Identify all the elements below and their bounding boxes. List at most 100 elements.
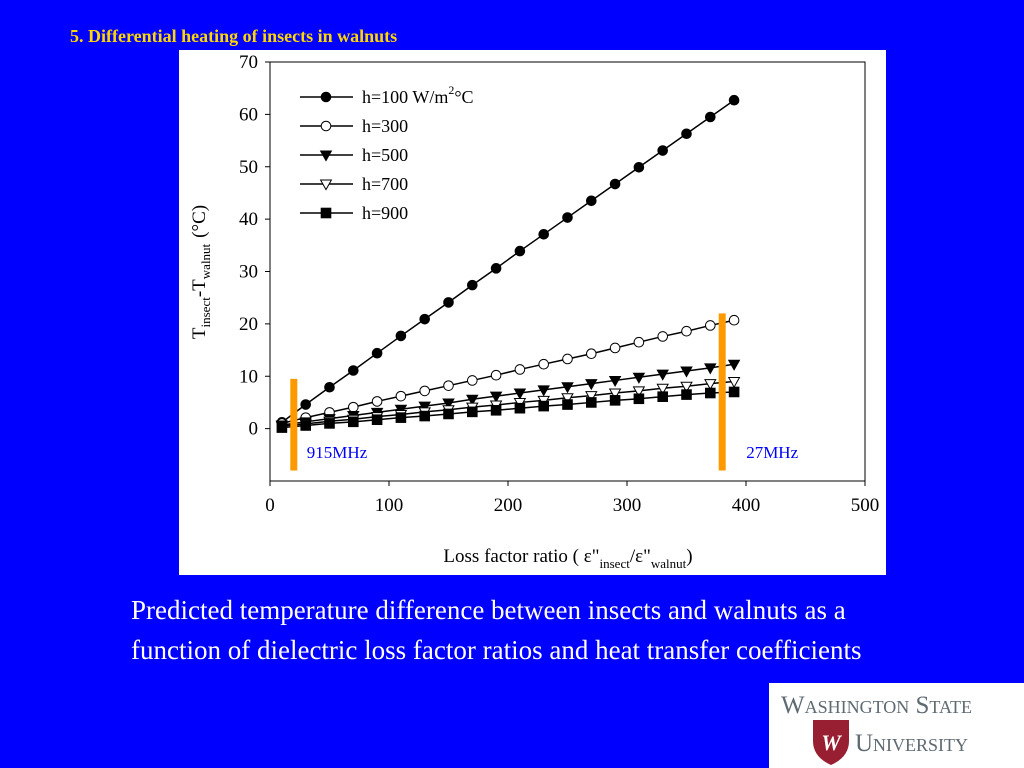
svg-text:W: W [821, 730, 842, 755]
data-point [728, 386, 740, 398]
data-point [681, 325, 692, 337]
legend-label: h=900 [362, 203, 408, 223]
data-point [395, 390, 407, 402]
data-point [514, 364, 526, 375]
series-1 [276, 94, 740, 428]
data-point [728, 94, 740, 106]
data-point [466, 394, 479, 406]
data-point [537, 385, 550, 397]
data-point [443, 297, 454, 308]
y-tick-label: 30 [239, 262, 258, 283]
x-tick-label: 500 [851, 495, 880, 516]
frequency-label: 27MHz [746, 443, 798, 462]
logo-svg: Washington State W University [781, 692, 972, 765]
legend-label-main: h=100 W/m [362, 87, 448, 107]
legend-entry: h=300 [300, 116, 408, 136]
legend-label: h=700 [362, 174, 408, 194]
x-tick-label: 200 [494, 495, 523, 516]
data-point [656, 369, 669, 381]
data-point [609, 395, 621, 406]
university-logo: Washington State W University [769, 683, 1024, 768]
data-point [657, 331, 669, 342]
data-point [538, 400, 549, 412]
data-point [467, 406, 478, 418]
legend-entry: h=500 [300, 145, 408, 165]
data-point [371, 414, 383, 426]
frequency-marker-bar [290, 378, 298, 471]
slide-caption: Predicted temperature difference between… [131, 595, 862, 665]
chart-panel: 0 10 20 30 40 50 60 70 0 100 200 300 400 500 915MHz 2… [179, 50, 886, 575]
data-point [705, 387, 716, 399]
slide-title: 5. Differential heating of insects in wa… [70, 26, 398, 46]
data-point [656, 383, 669, 395]
data-point [324, 418, 335, 429]
data-point [633, 393, 645, 405]
data-point [608, 375, 622, 388]
legend-entry: h=900 [300, 203, 408, 223]
data-point [727, 359, 741, 371]
series-group [275, 94, 741, 433]
data-point [324, 381, 335, 393]
legend-marker [320, 91, 332, 103]
data-point [443, 380, 454, 391]
frequency-marker-bar [718, 313, 726, 471]
data-point [681, 128, 692, 140]
data-point [276, 422, 288, 433]
data-point [538, 229, 550, 240]
data-point [680, 381, 693, 393]
data-point [704, 363, 717, 375]
data-point [371, 396, 383, 407]
logo-line-1: Washington State [781, 692, 972, 719]
data-point [443, 408, 454, 420]
data-point [442, 398, 455, 410]
y-axis-label: Tinsect-Twalnut(°C) [189, 205, 213, 339]
series-2 [276, 314, 740, 429]
x-tick-label: 400 [732, 495, 761, 516]
y-tick-label: 60 [239, 104, 258, 125]
legend-label: h=300 [362, 116, 408, 136]
data-point [490, 369, 502, 381]
legend-label: h=100 W/m2°C [362, 83, 474, 107]
legend-label-sup: 2 [448, 83, 454, 97]
data-point [728, 314, 740, 326]
data-point [562, 399, 573, 410]
data-point [538, 358, 550, 370]
legend-marker [319, 179, 333, 191]
x-tick-label: 0 [265, 495, 275, 516]
data-point [348, 416, 359, 428]
data-point [632, 386, 646, 398]
x-axis-label: Loss factor ratio ( ε"insect/ε"walnut) [443, 546, 692, 571]
data-point [513, 388, 527, 400]
data-point [514, 402, 526, 414]
data-point [633, 161, 645, 173]
data-point [585, 379, 598, 391]
data-point [609, 178, 621, 190]
legend-marker [320, 120, 332, 132]
y-tick-label: 40 [239, 209, 258, 230]
data-point [371, 347, 383, 359]
data-point [419, 385, 430, 397]
data-point [562, 353, 573, 365]
data-point [418, 401, 431, 413]
data-point [608, 388, 622, 400]
data-point [705, 320, 716, 331]
legend-marker [319, 150, 333, 162]
data-point [348, 365, 359, 376]
y-tick-label: 20 [239, 314, 258, 335]
frequency-label: 915MHz [307, 443, 368, 462]
data-point [633, 336, 645, 348]
data-point [419, 410, 430, 422]
data-point [680, 366, 693, 378]
legend-marker [320, 207, 332, 219]
legend-label-tail: °C [454, 87, 473, 107]
data-point [704, 379, 717, 391]
data-point [300, 399, 311, 410]
data-point [490, 404, 502, 416]
data-point [514, 245, 526, 257]
data-point [632, 372, 646, 384]
legend-label: h=500 [362, 145, 408, 165]
data-point [657, 391, 668, 402]
data-point [727, 376, 741, 389]
data-point [586, 195, 597, 207]
data-point [348, 401, 359, 413]
